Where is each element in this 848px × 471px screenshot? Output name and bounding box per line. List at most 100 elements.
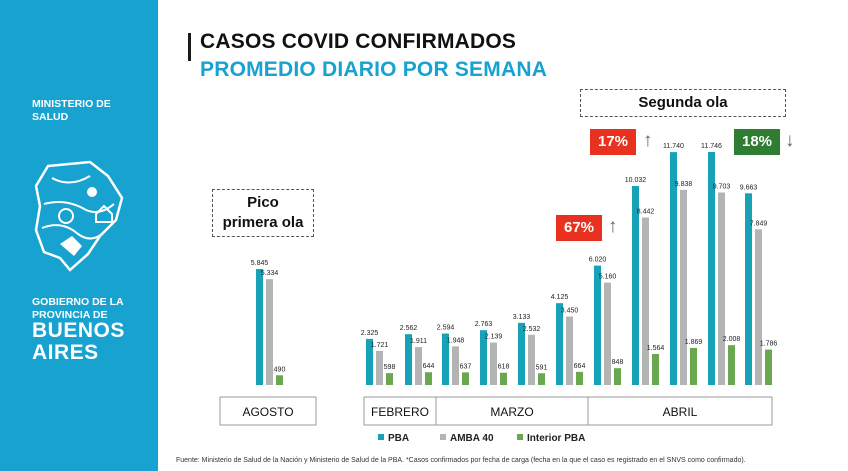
arrow-up-icon: ↑ [608, 216, 618, 237]
bar-interior-pba [728, 345, 735, 385]
data-label: 5.160 [599, 274, 617, 281]
bar-interior-pba [765, 349, 772, 385]
axis-label-marzo: MARZO [490, 405, 533, 419]
data-label: 1.869 [685, 339, 703, 346]
city-line-1: BUENOS [32, 319, 125, 342]
province-map-emblem-icon [34, 160, 124, 272]
bar-amba-40 [718, 192, 725, 385]
data-label: 2.532 [523, 326, 541, 333]
bar-pba [256, 269, 263, 385]
bar-pba [366, 338, 373, 385]
bar-interior-pba [500, 372, 507, 385]
page-title: CASOS COVID CONFIRMADOS [200, 30, 517, 53]
footer-strip [158, 457, 848, 471]
sidebar: MINISTERIO DE SALUD GOBIERNO DE LA PROVI… [0, 0, 158, 471]
decrease-18-badge: 18% [734, 129, 780, 155]
axis-label-abril: ABRIL [663, 405, 698, 419]
bar-amba-40 [266, 279, 273, 385]
first-wave-peak-label: Pico primera ola [212, 189, 314, 237]
first-wave-line-1: Pico [247, 194, 279, 211]
data-label: 9.703 [713, 184, 731, 191]
data-label: 1.786 [760, 341, 778, 348]
data-label: 591 [536, 364, 548, 371]
data-label: 2.562 [400, 325, 418, 332]
bar-pba [405, 334, 412, 385]
bar-pba [594, 265, 601, 385]
bar-amba-40 [415, 347, 422, 385]
data-label: 1.911 [410, 338, 427, 345]
data-label: 5.845 [251, 260, 269, 267]
data-label: 5.334 [261, 270, 279, 277]
bar-pba [745, 193, 752, 385]
data-label: 9.838 [675, 181, 693, 188]
bar-amba-40 [452, 346, 459, 385]
page-subtitle: PROMEDIO DIARIO POR SEMANA [200, 58, 548, 81]
data-label: 7.849 [750, 220, 768, 227]
title-accent-bar [188, 33, 191, 61]
bar-pba [556, 303, 563, 385]
data-label: 598 [384, 364, 396, 371]
data-label: 848 [612, 359, 624, 366]
legend-swatch [517, 434, 523, 440]
data-label: 11.746 [701, 143, 722, 150]
bar-interior-pba [614, 368, 621, 385]
bar-pba [518, 322, 525, 385]
increase-17-badge: 17% [590, 129, 636, 155]
data-label: 8.442 [637, 209, 655, 216]
source-note: Fuente: Ministerio de Salud de la Nación… [176, 457, 746, 464]
data-label: 2.325 [361, 330, 379, 337]
data-label: 10.032 [625, 177, 647, 184]
data-label: 1.948 [447, 337, 465, 344]
city-line-2: AIRES [32, 341, 99, 364]
bar-amba-40 [376, 350, 383, 385]
bar-amba-40 [642, 217, 649, 385]
axis-label-abril-box [587, 396, 773, 426]
bar-interior-pba [690, 347, 697, 385]
data-label: 2.763 [475, 321, 493, 328]
ministry-label: MINISTERIO DE SALUD [32, 98, 111, 123]
data-label: 644 [423, 363, 435, 370]
government-line-2: PROVINCIA DE [32, 308, 108, 321]
data-label: 11.740 [663, 143, 684, 150]
bar-amba-40 [528, 334, 535, 385]
data-label: 6.020 [589, 257, 607, 264]
arrow-down-icon: ↓ [785, 130, 795, 151]
bar-pba [442, 333, 449, 385]
legend-swatch [440, 434, 446, 440]
bar-amba-40 [566, 316, 573, 385]
second-wave-label: Segunda ola [580, 89, 786, 117]
axis-label-agosto: AGOSTO [242, 405, 293, 419]
data-label: 1.564 [647, 345, 665, 352]
bar-amba-40 [604, 282, 611, 385]
bar-interior-pba [462, 372, 469, 385]
data-label: 2.008 [723, 336, 741, 343]
data-label: 637 [460, 363, 472, 370]
data-label: 9.663 [740, 184, 758, 191]
data-label: 2.594 [437, 325, 455, 332]
data-label: 1.721 [371, 342, 389, 349]
bar-pba [480, 330, 487, 385]
bar-interior-pba [652, 353, 659, 385]
bar-interior-pba [425, 372, 432, 385]
bar-pba [708, 152, 715, 385]
first-wave-line-2: primera ola [222, 214, 304, 231]
legend-label: AMBA 40 [450, 433, 494, 444]
bar-interior-pba [276, 375, 283, 385]
bar-amba-40 [490, 342, 497, 385]
bar-pba [670, 152, 677, 385]
data-label: 490 [274, 366, 286, 373]
bar-amba-40 [755, 229, 762, 385]
axis-label-agosto-box [219, 396, 317, 426]
data-label: 3.450 [561, 308, 579, 315]
government-label: GOBIERNO DE LA PROVINCIA DE [32, 296, 152, 321]
bar-pba [632, 185, 639, 385]
legend-label: Interior PBA [527, 433, 585, 444]
data-label: 3.133 [513, 314, 531, 321]
bar-interior-pba [386, 373, 393, 385]
axis-label-febrero: FEBRERO [371, 405, 429, 419]
bar-amba-40 [680, 189, 687, 385]
legend-swatch [378, 434, 384, 440]
data-label: 4.125 [551, 294, 569, 301]
data-label: 664 [574, 363, 586, 370]
